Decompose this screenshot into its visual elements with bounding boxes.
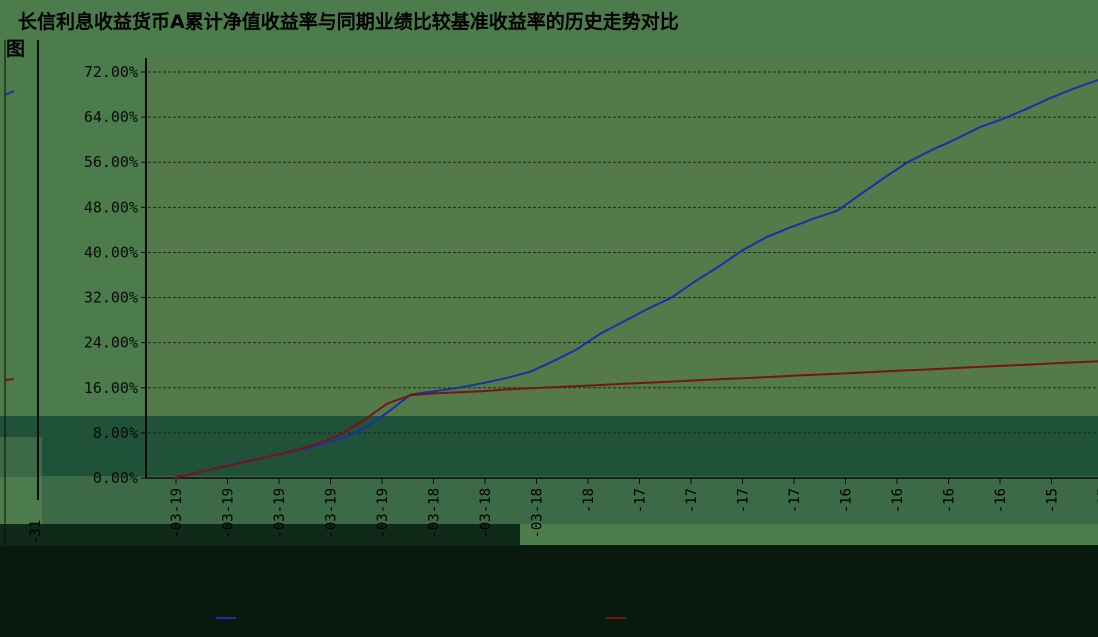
x-axis-band: [42, 476, 1098, 524]
y-tick-label: 0.00%: [93, 469, 138, 487]
left-panel-red-fragment: [4, 378, 15, 381]
x-tick-label: -15: [1096, 488, 1098, 513]
lower-left-dark-band: [0, 524, 520, 546]
x-tick-label: -17: [684, 488, 700, 513]
y-tick-label: 16.00%: [84, 379, 138, 397]
x-tick-label: -16: [890, 488, 906, 513]
series-lines: [173, 78, 1098, 479]
series-line-blue: [173, 78, 1098, 479]
x-tick-label: -17: [633, 488, 649, 513]
x-tick-label: -03-18: [478, 488, 494, 539]
x-tick-label: -16: [942, 488, 958, 513]
x-tick-label: -03-19: [375, 488, 391, 539]
y-tick-label: 72.00%: [84, 63, 138, 81]
plot-area: [146, 58, 1098, 416]
y-axis-ticks: 72.00% 64.00% 56.00% 48.00% 40.00% 32.00% 24.0…: [84, 63, 146, 487]
x-tick-label: -03-18: [427, 488, 443, 539]
chart-title: 长信利息收益货币A累计净值收益率与同期业绩比较基准收益率的历史走势对比: [18, 10, 679, 33]
x-tick-label: -03-19: [221, 488, 237, 539]
x-tick-label: -03-19: [169, 488, 185, 539]
y-tick-label: 8.00%: [93, 424, 138, 442]
x-axis-ticks: -03-19 -03-19 -03-19 -03-19 -03-19 -03-18 -03-…: [169, 478, 1098, 539]
x-tick-label: -17: [736, 488, 752, 513]
left-panel-label: 图: [6, 38, 25, 60]
x-tick-label: -16: [993, 488, 1009, 513]
x-tick-label: -18: [581, 488, 597, 513]
y-tick-label: 24.00%: [84, 334, 138, 352]
grid-lines: [148, 71, 1098, 434]
x-tick-label: -03-18: [530, 488, 546, 539]
series-line-red: [173, 360, 1098, 479]
y-tick-label: 40.00%: [84, 243, 138, 261]
left-panel-blue-fragment: [4, 90, 15, 96]
x-tick-label: -17: [787, 488, 803, 513]
left-lower-strip: [0, 437, 42, 477]
x-tick-label: -03-19: [272, 488, 288, 539]
y-tick-label: 32.00%: [84, 289, 138, 307]
y-tick-label: 56.00%: [84, 153, 138, 171]
x-tick-label: -15: [1045, 488, 1061, 513]
lower-plot-band: [0, 416, 1098, 476]
bottom-dark-band: [0, 545, 1098, 637]
left-axis-tick: -31: [28, 520, 44, 545]
y-tick-label: 64.00%: [84, 108, 138, 126]
x-tick-label: -16: [839, 488, 855, 513]
x-tick-label: -03-19: [324, 488, 340, 539]
y-tick-label: 48.00%: [84, 198, 138, 216]
